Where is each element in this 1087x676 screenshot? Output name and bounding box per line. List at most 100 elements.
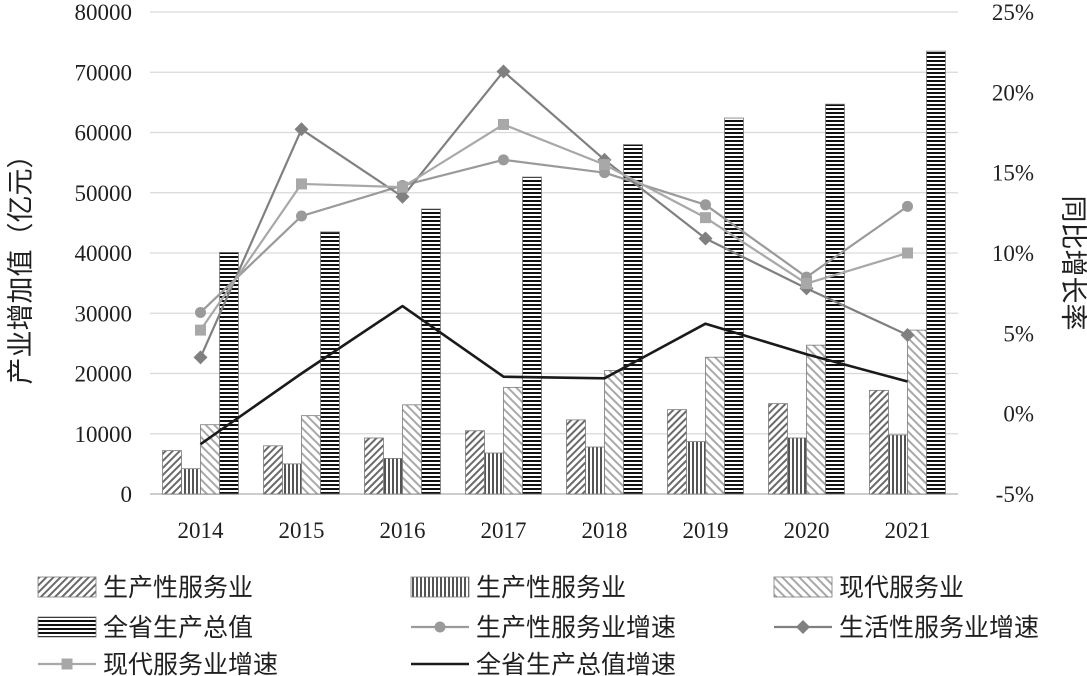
- bar-series-4: [219, 50, 946, 495]
- legend-item: 全省生产总值增速: [411, 650, 676, 676]
- series-line: [199, 158, 909, 314]
- legend-label: 生产性服务业增速: [476, 613, 676, 642]
- bar: [768, 403, 788, 495]
- x-tick-label: 2016: [380, 518, 426, 543]
- y2-tick-label: 0%: [1003, 402, 1034, 427]
- legend-item: 生产性服务业增速: [411, 613, 676, 642]
- legend-item: 生产性服务业: [37, 573, 253, 602]
- bar: [421, 208, 441, 495]
- legend-label: 生产性服务业: [476, 573, 626, 602]
- series-line: [199, 123, 908, 331]
- line-series-4: [199, 304, 908, 446]
- line-marker: [296, 178, 307, 190]
- y-tick-label: 10000: [75, 422, 133, 447]
- line-marker: [193, 350, 208, 365]
- bar: [484, 452, 504, 495]
- bar: [869, 389, 889, 495]
- y2-tick-label: 5%: [1003, 321, 1034, 346]
- x-tick-label: 2020: [784, 518, 830, 543]
- legend-item: 全省生产总值: [37, 613, 253, 642]
- bar: [907, 329, 927, 495]
- legend-label: 现代服务业: [839, 573, 964, 602]
- legend-label: 生活性服务业增速: [839, 613, 1039, 642]
- bar-series-1: [162, 389, 889, 495]
- legend-label: 全省生产总值增速: [476, 650, 676, 676]
- line-marker: [902, 247, 913, 259]
- legend-item: 现代服务业: [773, 573, 964, 602]
- line-marker: [700, 212, 711, 224]
- bar: [402, 404, 422, 495]
- bar: [787, 437, 807, 495]
- x-axis-ticks: 2014 2015 2016 2017 2018 2019 2020 2021: [178, 518, 931, 543]
- bar: [705, 356, 725, 495]
- legend-swatch: [773, 576, 833, 598]
- line-marker: [498, 118, 509, 130]
- line-marker: [698, 231, 713, 246]
- y2-tick-label: 25%: [992, 0, 1034, 25]
- bar: [301, 415, 321, 495]
- y-axis-right-ticks: -5% 0% 5% 10% 15% 20% 25%: [992, 0, 1034, 507]
- line-marker: [397, 181, 408, 193]
- line-marker: [195, 324, 206, 336]
- line-marker: [395, 189, 410, 204]
- legend-label: 现代服务业增速: [103, 650, 278, 676]
- y-tick-label: 0: [121, 482, 133, 507]
- x-tick-label: 2019: [683, 518, 729, 543]
- legend-label: 生产性服务业: [103, 573, 253, 602]
- legend-swatch: [410, 576, 470, 598]
- bar: [200, 424, 220, 495]
- series-line: [199, 304, 908, 446]
- bar-series-3: [200, 329, 927, 495]
- line-marker: [195, 306, 206, 318]
- y-tick-label: 40000: [75, 241, 133, 266]
- bar: [623, 144, 643, 495]
- line-marker: [599, 159, 610, 171]
- x-tick-label: 2018: [582, 518, 628, 543]
- bar: [320, 231, 340, 495]
- y-tick-label: 50000: [75, 181, 133, 206]
- line-marker: [496, 64, 511, 79]
- bar: [806, 344, 826, 495]
- line-marker: [61, 658, 73, 670]
- x-tick-label: 2017: [481, 518, 527, 543]
- bar: [888, 434, 908, 495]
- bar-series-2: [181, 434, 908, 495]
- y-tick-label: 80000: [75, 0, 133, 25]
- y-axis-right-title: 同比增长率: [1057, 196, 1087, 331]
- line-marker: [296, 210, 307, 222]
- line-marker: [498, 154, 509, 166]
- line-marker: [801, 278, 812, 290]
- line-marker: [434, 621, 446, 633]
- y2-tick-label: 15%: [992, 161, 1034, 186]
- y-tick-label: 20000: [75, 362, 133, 387]
- legend-swatch: [37, 616, 97, 638]
- bar: [566, 419, 586, 495]
- bar: [503, 386, 523, 495]
- legend-item: 生产性服务业: [410, 573, 626, 602]
- legend-item: 生活性服务业增速: [774, 613, 1039, 642]
- bar: [686, 441, 706, 495]
- bar: [364, 437, 384, 495]
- bar: [162, 450, 182, 495]
- bar: [282, 463, 302, 495]
- bar: [724, 117, 744, 495]
- y-tick-label: 30000: [75, 301, 133, 326]
- legend-swatch: [37, 576, 97, 598]
- bar: [263, 445, 283, 495]
- bar: [465, 430, 485, 495]
- y2-tick-label: 10%: [992, 241, 1034, 266]
- line-series-3: [195, 118, 913, 336]
- y2-tick-label: 20%: [992, 80, 1034, 105]
- bar: [667, 409, 687, 495]
- line-marker: [796, 620, 810, 634]
- y-axis-left-title: 产业增加值（亿元）: [6, 142, 37, 385]
- x-tick-label: 2014: [178, 518, 225, 543]
- bar: [522, 176, 542, 495]
- y-tick-label: 70000: [75, 60, 133, 85]
- line-series-group: [193, 64, 915, 446]
- legend-item: 现代服务业增速: [38, 650, 278, 676]
- legend-label: 全省生产总值: [103, 613, 253, 642]
- series-line: [199, 70, 908, 358]
